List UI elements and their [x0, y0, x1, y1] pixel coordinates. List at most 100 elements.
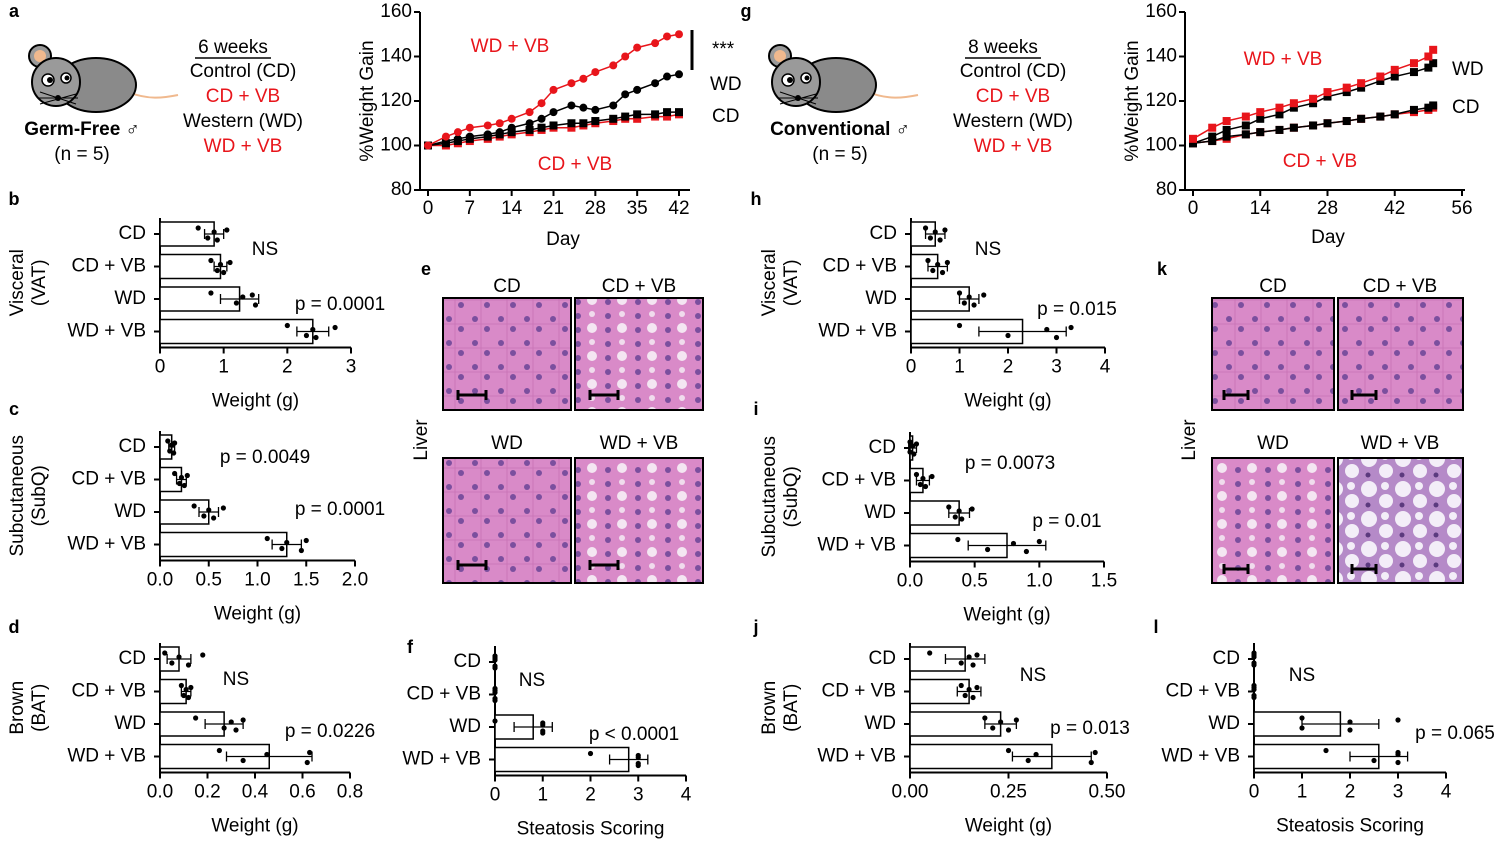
y-axis-label: Visceral [759, 249, 780, 316]
x-axis-label: Weight (g) [211, 816, 298, 837]
data-point [214, 267, 220, 274]
x-tick-label: 2 [1345, 782, 1356, 803]
panel-label: g [741, 1, 752, 21]
data-point [184, 472, 190, 479]
data-point [1251, 694, 1257, 701]
data-point [214, 237, 220, 243]
data-point [966, 294, 972, 300]
y-tick-label: 160 [1145, 1, 1177, 22]
x-tick-label: 0.0 [897, 571, 923, 592]
marker [1208, 123, 1217, 132]
annotation: p = 0.0001 [295, 294, 385, 315]
marker [1309, 99, 1318, 108]
data-point [540, 720, 546, 726]
marker [1222, 125, 1231, 134]
mouse-icon [768, 44, 919, 113]
data-point [249, 292, 255, 298]
panel-label: d [9, 617, 20, 637]
marker [609, 61, 618, 70]
y-axis-label: (VAT) [781, 259, 802, 306]
category-label: CD [119, 223, 146, 244]
annotation: NS [252, 239, 278, 260]
annotation: NS [1289, 665, 1315, 686]
data-point [217, 261, 224, 268]
x-tick-label: 0.5 [196, 570, 222, 591]
marker [651, 110, 660, 119]
y-tick-label: 80 [1156, 179, 1177, 200]
data-point [1371, 757, 1377, 764]
marker [621, 52, 630, 61]
bar [159, 286, 241, 312]
category-label: WD [114, 713, 146, 734]
group-label: WD + VB [974, 136, 1053, 157]
annotation: NS [1020, 665, 1046, 686]
group-label: Western (WD) [953, 111, 1073, 132]
marker [483, 130, 492, 139]
histology-image [574, 297, 704, 411]
y-axis-label: (SubQ) [29, 465, 50, 526]
marker [1390, 65, 1399, 74]
marker [579, 74, 588, 83]
marker [579, 103, 588, 112]
marker [495, 119, 504, 128]
group-label: Western (WD) [183, 111, 303, 132]
marker [1289, 99, 1298, 108]
x-tick-label: 35 [627, 198, 648, 219]
x-tick-label: 1 [1297, 782, 1308, 803]
marker [549, 121, 558, 130]
x-tick-label: 7 [465, 198, 476, 219]
category-label: WD [114, 288, 146, 309]
histology-label: CD + VB [602, 276, 676, 297]
category-label: CD + VB [72, 681, 146, 702]
x-tick-label: 1.0 [244, 570, 270, 591]
x-tick-label: 0.50 [1089, 782, 1126, 803]
data-point [1036, 538, 1042, 545]
x-tick-label: 0.2 [194, 782, 220, 803]
annotation: NS [223, 669, 249, 690]
marker [1376, 76, 1385, 85]
cohort-n: (n = 5) [812, 144, 867, 165]
data-point [165, 438, 171, 444]
marker [525, 108, 534, 117]
category-label: WD + VB [817, 535, 896, 556]
marker [1409, 68, 1418, 77]
y-tick-label: 100 [1145, 135, 1177, 156]
data-point [952, 514, 958, 520]
histology-image [1211, 297, 1335, 411]
data-point [310, 326, 316, 333]
data-point [935, 261, 941, 268]
data-point [939, 269, 946, 276]
data-point [1010, 540, 1017, 547]
data-point [216, 747, 222, 754]
y-tick-label: 120 [380, 90, 412, 111]
data-point [1299, 715, 1305, 721]
y-axis-label: Brown [7, 681, 28, 735]
data-point [200, 652, 206, 658]
data-point [925, 257, 931, 264]
panel-label: j [752, 617, 758, 637]
histology-label: WD [1257, 433, 1289, 454]
marker [1309, 121, 1318, 130]
category-label: WD + VB [402, 749, 481, 770]
data-point [183, 686, 189, 693]
marker [525, 125, 534, 134]
error-bar [513, 722, 553, 732]
marker [663, 72, 672, 81]
y-axis-label: Subcutaneous [7, 435, 28, 557]
category-label: WD [864, 713, 896, 734]
cohort-name: Germ-Free ♂ [24, 119, 140, 140]
marker [1323, 119, 1332, 128]
annotation: p = 0.0226 [285, 721, 375, 742]
histology-label: WD + VB [1361, 433, 1440, 454]
data-point [635, 752, 641, 759]
marker [1241, 130, 1250, 139]
data-point [962, 692, 968, 699]
group-label: Control (CD) [960, 61, 1067, 82]
x-tick-label: 0.6 [289, 782, 315, 803]
duration: 6 weeks [198, 37, 268, 58]
x-tick-label: 0 [490, 785, 501, 806]
data-point [985, 546, 991, 553]
data-point [178, 682, 184, 689]
annotation: p < 0.0001 [589, 724, 679, 745]
marker [1409, 59, 1418, 68]
